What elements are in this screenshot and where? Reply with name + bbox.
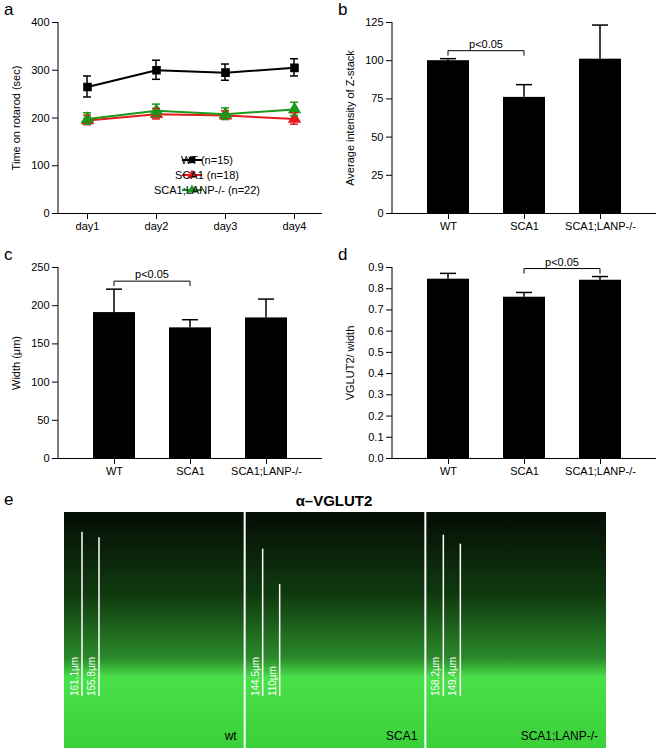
svg-text:p<0.05: p<0.05 <box>469 38 503 50</box>
svg-text:110µm: 110µm <box>267 666 278 696</box>
svg-text:158.2µm: 158.2µm <box>430 657 441 696</box>
svg-text:0.6: 0.6 <box>368 325 383 337</box>
svg-text:SCA1;LANP-/-: SCA1;LANP-/- <box>565 220 636 232</box>
svg-text:0: 0 <box>377 207 383 219</box>
svg-text:0.7: 0.7 <box>368 303 383 315</box>
html-text:c: c <box>4 245 13 264</box>
svg-text:p<0.05: p<0.05 <box>545 256 579 268</box>
html-text:b: b <box>338 0 348 19</box>
html-text:d: d <box>338 245 348 264</box>
svg-text:200: 200 <box>31 112 49 124</box>
svg-text:0.0: 0.0 <box>368 452 383 464</box>
svg-text:Average intensity of Z-stack: Average intensity of Z-stack <box>344 50 356 186</box>
svg-text:SCA1;LANP-/- (n=22): SCA1;LANP-/- (n=22) <box>154 184 260 196</box>
svg-text:Width (μm): Width (μm) <box>10 336 22 390</box>
svg-text:161.1µm: 161.1µm <box>69 657 80 696</box>
svg-text:0.2: 0.2 <box>368 410 383 422</box>
svg-text:0: 0 <box>43 207 49 219</box>
svg-text:50: 50 <box>371 131 383 143</box>
svg-text:149.4µm: 149.4µm <box>447 657 458 696</box>
svg-text:day4: day4 <box>283 220 307 232</box>
svg-text:wt: wt <box>224 729 238 743</box>
svg-text:144.5µm: 144.5µm <box>250 657 261 696</box>
svg-text:VGLUT2/ width: VGLUT2/ width <box>344 326 356 401</box>
svg-text:p<0.05: p<0.05 <box>135 268 169 280</box>
svg-text:0.1: 0.1 <box>368 431 383 443</box>
svg-text:SCA1;LANP-/-: SCA1;LANP-/- <box>231 465 302 477</box>
svg-text:SCA1 (n=18): SCA1 (n=18) <box>175 169 239 181</box>
svg-text:day3: day3 <box>214 220 238 232</box>
svg-text:WT: WT <box>440 465 457 477</box>
svg-text:0.4: 0.4 <box>368 367 383 379</box>
svg-text:250: 250 <box>31 261 49 273</box>
svg-text:α–VGLUT2: α–VGLUT2 <box>296 492 373 509</box>
svg-text:SCA1: SCA1 <box>510 220 539 232</box>
svg-text:SCA1: SCA1 <box>386 729 418 743</box>
svg-text:0.8: 0.8 <box>368 282 383 294</box>
svg-text:100: 100 <box>31 376 49 388</box>
svg-text:Time on rotarod (sec): Time on rotarod (sec) <box>10 66 22 171</box>
svg-text:SCA1;LANP-/-: SCA1;LANP-/- <box>521 729 598 743</box>
svg-text:0: 0 <box>43 452 49 464</box>
svg-text:SCA1: SCA1 <box>510 465 539 477</box>
svg-text:day2: day2 <box>145 220 169 232</box>
svg-text:150: 150 <box>31 337 49 349</box>
svg-text:WT: WT <box>440 220 457 232</box>
svg-text:125: 125 <box>365 16 383 28</box>
svg-text:100: 100 <box>31 159 49 171</box>
html-text:e: e <box>4 490 14 509</box>
svg-text:75: 75 <box>371 92 383 104</box>
svg-text:SCA1;LANP-/-: SCA1;LANP-/- <box>565 465 636 477</box>
svg-text:400: 400 <box>31 16 49 28</box>
html-text:a: a <box>4 0 14 19</box>
svg-text:0.5: 0.5 <box>368 346 383 358</box>
svg-text:155.8µm: 155.8µm <box>86 657 97 696</box>
svg-text:100: 100 <box>365 54 383 66</box>
svg-text:WT (n=15): WT (n=15) <box>181 154 233 166</box>
svg-text:0.3: 0.3 <box>368 388 383 400</box>
svg-text:WT: WT <box>106 465 123 477</box>
svg-text:SCA1: SCA1 <box>176 465 205 477</box>
svg-text:day1: day1 <box>76 220 100 232</box>
svg-text:200: 200 <box>31 299 49 311</box>
svg-text:0.9: 0.9 <box>368 261 383 273</box>
svg-text:50: 50 <box>37 414 49 426</box>
svg-text:300: 300 <box>31 64 49 76</box>
svg-text:25: 25 <box>371 169 383 181</box>
